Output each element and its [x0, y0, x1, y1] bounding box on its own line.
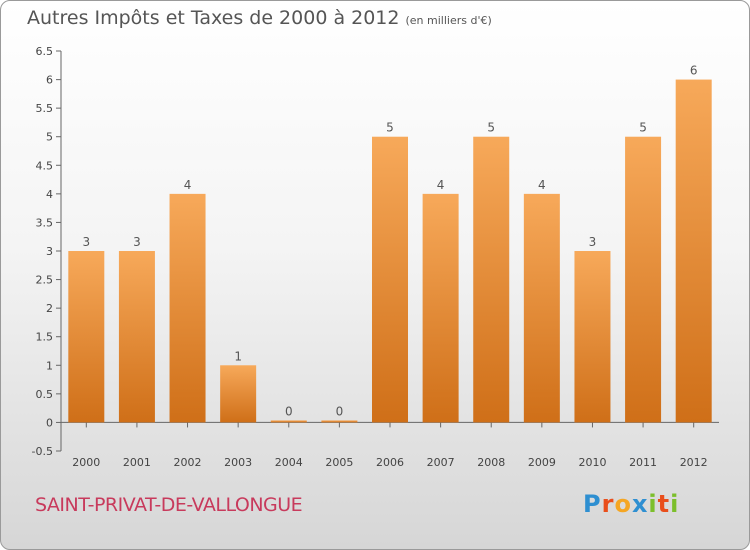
y-tick-label: 6.5	[36, 45, 54, 58]
x-tick-label: 2002	[174, 456, 202, 469]
y-tick-label: 4.5	[36, 159, 54, 172]
logo-letter: t	[657, 490, 671, 518]
data-label: 4	[184, 178, 192, 192]
data-label: 4	[437, 178, 445, 192]
bar	[68, 251, 105, 423]
data-label: 1	[234, 349, 242, 363]
data-label: 5	[639, 121, 647, 135]
x-tick-label: 2005	[325, 456, 353, 469]
data-label: 3	[589, 235, 597, 249]
x-tick-label: 2012	[680, 456, 708, 469]
logo-letter: o	[614, 490, 632, 518]
data-labels: 3 3 4 1 0 0 5 4 5 4 3 5 6	[82, 64, 697, 419]
y-tick-label: 6	[46, 74, 53, 87]
x-tick-label: 2011	[629, 456, 657, 469]
x-tick-label: 2008	[477, 456, 505, 469]
logo-letter: P	[583, 490, 602, 518]
bar	[372, 136, 408, 423]
y-tick-label: 5	[46, 131, 53, 144]
bar	[625, 136, 662, 423]
x-tick-label: 2003	[224, 456, 252, 469]
x-tick-label: 2007	[427, 456, 455, 469]
logo-letter: x	[631, 490, 649, 518]
bar	[675, 79, 712, 423]
data-label: 3	[133, 235, 141, 249]
data-label: 3	[82, 235, 90, 249]
x-tick-label: 2004	[275, 456, 303, 469]
x-tick-label: 2006	[376, 456, 404, 469]
data-label: 0	[285, 404, 293, 418]
data-label: 6	[690, 64, 698, 78]
bar	[220, 365, 257, 423]
bar	[270, 420, 307, 423]
bar	[473, 136, 510, 423]
bar	[321, 420, 358, 423]
bar	[523, 193, 560, 423]
y-tick-label: 3	[46, 245, 53, 258]
bars	[68, 79, 712, 423]
bar	[118, 251, 155, 423]
x-tick-label: 2009	[528, 456, 556, 469]
y-tick-label: 0.5	[36, 388, 54, 401]
y-tick-label: 0	[46, 416, 53, 429]
y-tick-label: 2.5	[36, 274, 54, 287]
bar	[422, 193, 459, 423]
y-tick-label: 2	[46, 302, 53, 315]
data-label: 5	[386, 121, 394, 135]
x-tick-label: 2001	[123, 456, 151, 469]
logo-letter: i	[648, 490, 658, 518]
y-tick-label: 1	[46, 359, 53, 372]
data-label: 0	[336, 404, 344, 418]
data-label: 5	[487, 121, 495, 135]
bar	[574, 251, 611, 423]
chart-title-text: Autres Impôts et Taxes de 2000 à 2012	[27, 7, 400, 29]
data-label: 4	[538, 178, 546, 192]
y-tick-label: 1.5	[36, 331, 54, 344]
y-tick-label: -0.5	[32, 445, 53, 458]
logo-letter: r	[601, 490, 615, 518]
proxiti-logo[interactable]: Proxiti	[583, 490, 679, 518]
x-tick-label: 2010	[578, 456, 606, 469]
x-tick-label: 2000	[72, 456, 100, 469]
chart-unit: (en milliers d'€)	[405, 14, 492, 27]
chart-title: Autres Impôts et Taxes de 2000 à 2012 (en…	[27, 7, 492, 29]
city-name: SAINT-PRIVAT-DE-VALLONGUE	[35, 494, 303, 516]
logo-letter: i	[670, 490, 680, 518]
y-tick-label: 3.5	[36, 216, 54, 229]
y-tick-label: 5.5	[36, 102, 54, 115]
y-tick-label: 4	[46, 188, 53, 201]
bar	[169, 193, 206, 423]
